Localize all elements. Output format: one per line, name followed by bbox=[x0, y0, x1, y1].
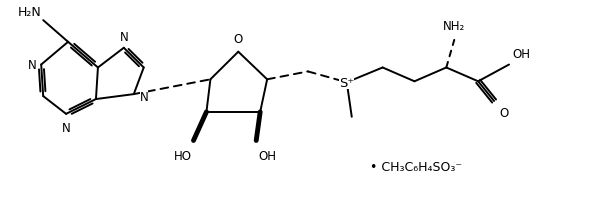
Text: N: N bbox=[140, 90, 148, 103]
Text: O: O bbox=[233, 33, 243, 46]
Text: HO: HO bbox=[173, 150, 191, 163]
Text: N: N bbox=[119, 31, 128, 44]
Text: NH₂: NH₂ bbox=[443, 20, 466, 33]
Text: H₂N: H₂N bbox=[17, 6, 41, 19]
Text: • CH₃C₆H₄SO₃⁻: • CH₃C₆H₄SO₃⁻ bbox=[370, 160, 461, 173]
Text: O: O bbox=[499, 107, 508, 119]
Text: N: N bbox=[62, 121, 70, 134]
Text: S⁺: S⁺ bbox=[339, 76, 355, 89]
Text: N: N bbox=[28, 59, 36, 72]
Text: OH: OH bbox=[258, 150, 276, 163]
Text: OH: OH bbox=[512, 47, 530, 60]
